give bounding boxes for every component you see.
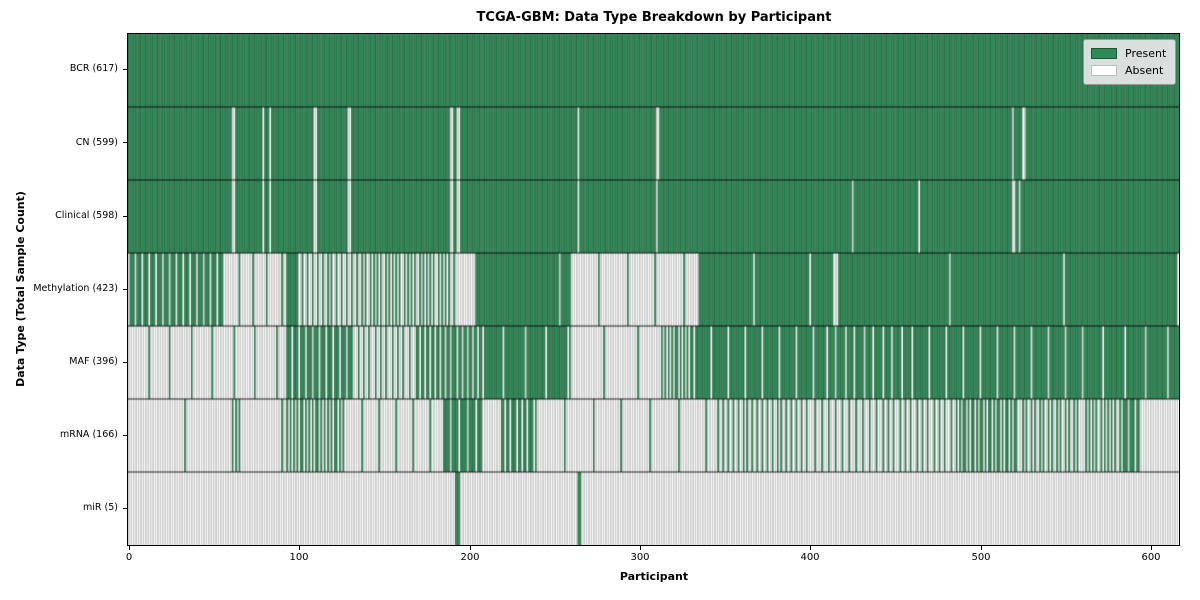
xtick-label-100: 100 (289, 552, 309, 563)
xtick-mark (299, 546, 300, 550)
heatmap-canvas (128, 34, 1179, 545)
xtick-label-200: 200 (460, 552, 480, 563)
ytick-label-mir: miR (5) (83, 502, 118, 513)
ytick-mark (123, 142, 127, 143)
present-swatch-icon (1091, 48, 1117, 59)
ytick-label-maf: MAF (396) (69, 356, 118, 367)
xtick-mark (129, 546, 130, 550)
xtick-label-300: 300 (630, 552, 650, 563)
ytick-mark (123, 289, 127, 290)
ytick-mark (123, 508, 127, 509)
xtick-label-500: 500 (971, 552, 991, 563)
x-axis-label: Participant (619, 570, 689, 583)
ytick-label-clinical: Clinical (598) (55, 210, 118, 221)
xtick-label-0: 0 (125, 552, 133, 563)
absent-swatch-icon (1091, 65, 1117, 76)
ytick-label-bcr: BCR (617) (69, 63, 118, 74)
xtick-mark (640, 546, 641, 550)
ytick-mark (123, 362, 127, 363)
xtick-mark (1151, 546, 1152, 550)
legend-label-present: Present (1125, 47, 1167, 60)
legend-entry-present: Present (1091, 45, 1166, 62)
ytick-label-methylation: Methylation (423) (33, 283, 118, 294)
plot-area (127, 33, 1180, 546)
ytick-label-mrna: mRNA (166) (59, 429, 118, 440)
y-axis-label: Data Type (Total Sample Count) (14, 191, 27, 387)
legend-label-absent: Absent (1125, 64, 1164, 77)
legend: Present Absent (1083, 39, 1177, 85)
xtick-label-400: 400 (800, 552, 820, 563)
legend-entry-absent: Absent (1091, 62, 1166, 79)
xtick-mark (470, 546, 471, 550)
ytick-mark (123, 435, 127, 436)
xtick-mark (981, 546, 982, 550)
chart-title: TCGA-GBM: Data Type Breakdown by Partici… (476, 10, 832, 25)
ytick-mark (123, 69, 127, 70)
ytick-label-cn: CN (599) (75, 137, 118, 148)
xtick-label-600: 600 (1141, 552, 1161, 563)
ytick-mark (123, 216, 127, 217)
xtick-mark (810, 546, 811, 550)
